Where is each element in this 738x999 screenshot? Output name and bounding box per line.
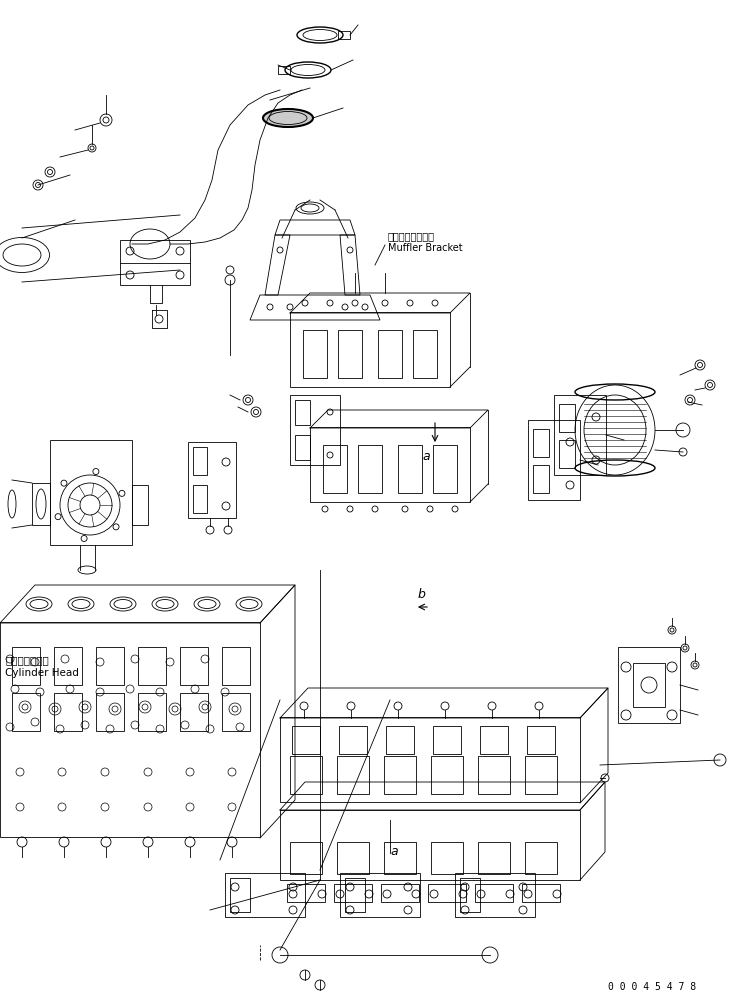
- Bar: [280, 717, 580, 802]
- Bar: [398, 445, 422, 493]
- Bar: [533, 465, 549, 493]
- Bar: [475, 884, 513, 902]
- Bar: [478, 842, 510, 874]
- Bar: [292, 726, 320, 754]
- Bar: [460, 878, 480, 912]
- Bar: [480, 726, 508, 754]
- Bar: [533, 429, 549, 457]
- Bar: [455, 873, 535, 917]
- Bar: [290, 312, 450, 387]
- Bar: [50, 440, 132, 545]
- Bar: [287, 884, 325, 902]
- Bar: [225, 873, 305, 917]
- Bar: [525, 756, 557, 794]
- Bar: [222, 647, 250, 685]
- Bar: [188, 442, 236, 518]
- Bar: [525, 842, 557, 874]
- Bar: [180, 693, 208, 731]
- Bar: [339, 726, 367, 754]
- Bar: [386, 726, 414, 754]
- Bar: [428, 884, 466, 902]
- Bar: [222, 693, 250, 731]
- Bar: [180, 647, 208, 685]
- Bar: [295, 400, 310, 425]
- Bar: [633, 663, 665, 707]
- Text: a: a: [390, 845, 398, 858]
- Bar: [527, 726, 555, 754]
- Bar: [278, 66, 290, 74]
- Bar: [96, 693, 124, 731]
- Bar: [431, 756, 463, 794]
- Bar: [290, 756, 322, 794]
- Bar: [378, 330, 402, 378]
- Bar: [193, 447, 207, 475]
- Bar: [337, 842, 369, 874]
- Bar: [433, 445, 457, 493]
- Text: b: b: [418, 588, 426, 601]
- Ellipse shape: [263, 109, 313, 127]
- Bar: [32, 483, 50, 525]
- Bar: [54, 693, 82, 731]
- Bar: [303, 330, 327, 378]
- Bar: [280, 810, 580, 880]
- Bar: [554, 395, 606, 475]
- Bar: [381, 884, 419, 902]
- Bar: [290, 842, 322, 874]
- Bar: [431, 842, 463, 874]
- Bar: [132, 485, 148, 525]
- Bar: [358, 445, 382, 493]
- Bar: [559, 440, 575, 468]
- Bar: [334, 884, 372, 902]
- Bar: [413, 330, 437, 378]
- Bar: [12, 693, 40, 731]
- Bar: [12, 647, 40, 685]
- Bar: [340, 873, 420, 917]
- Bar: [138, 647, 166, 685]
- Bar: [290, 395, 340, 465]
- Bar: [384, 756, 416, 794]
- Text: Muffler Bracket: Muffler Bracket: [388, 243, 463, 253]
- Bar: [337, 756, 369, 794]
- Bar: [193, 485, 207, 513]
- Text: マフラブラケット: マフラブラケット: [388, 231, 435, 241]
- Bar: [310, 427, 470, 502]
- Text: Cylinder Head: Cylinder Head: [5, 668, 79, 678]
- Bar: [96, 647, 124, 685]
- Bar: [528, 420, 580, 500]
- Bar: [522, 884, 560, 902]
- Bar: [138, 693, 166, 731]
- Bar: [120, 240, 190, 285]
- Bar: [338, 330, 362, 378]
- Bar: [338, 31, 350, 39]
- Bar: [478, 756, 510, 794]
- Text: シリンダヘッド: シリンダヘッド: [5, 655, 49, 665]
- Bar: [230, 878, 250, 912]
- Bar: [345, 878, 365, 912]
- Bar: [559, 404, 575, 432]
- Bar: [54, 647, 82, 685]
- Bar: [618, 647, 680, 723]
- Text: 0 0 0 4 5 4 7 8: 0 0 0 4 5 4 7 8: [608, 982, 696, 992]
- Bar: [0, 622, 260, 837]
- Bar: [433, 726, 461, 754]
- Bar: [384, 842, 416, 874]
- Bar: [323, 445, 347, 493]
- Bar: [295, 435, 310, 460]
- Text: a: a: [422, 450, 430, 463]
